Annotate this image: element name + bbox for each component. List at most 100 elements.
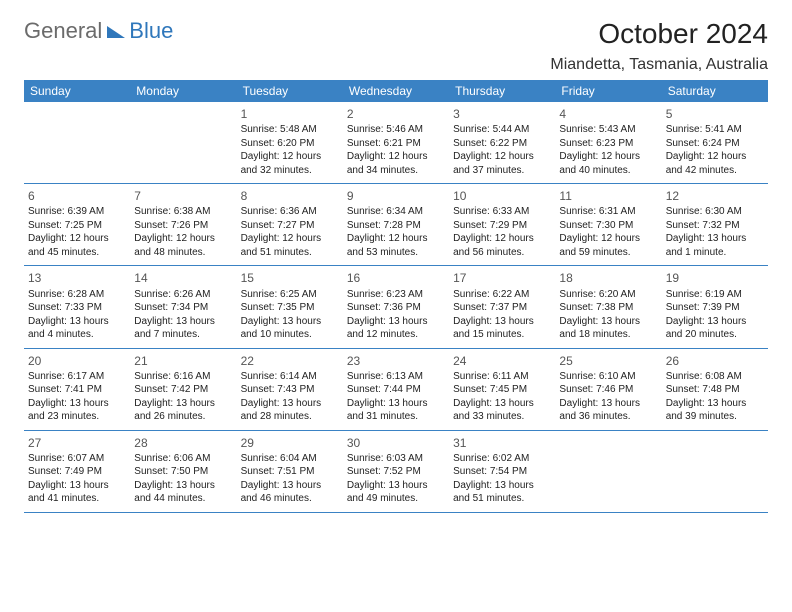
day-cell: 25Sunrise: 6:10 AMSunset: 7:46 PMDayligh… xyxy=(555,349,661,430)
sunset-text: Sunset: 7:36 PM xyxy=(347,301,445,315)
daylight-text: Daylight: 12 hours xyxy=(559,150,657,164)
daylight-text: and 40 minutes. xyxy=(559,164,657,178)
dow-saturday: Saturday xyxy=(662,80,768,102)
sunrise-text: Sunrise: 5:43 AM xyxy=(559,123,657,137)
daylight-text: and 51 minutes. xyxy=(241,246,339,260)
day-number: 21 xyxy=(134,351,232,370)
daylight-text: and 28 minutes. xyxy=(241,410,339,424)
daylight-text: and 45 minutes. xyxy=(28,246,126,260)
day-cell xyxy=(130,102,236,183)
daylight-text: Daylight: 13 hours xyxy=(28,479,126,493)
daylight-text: and 59 minutes. xyxy=(559,246,657,260)
daylight-text: and 26 minutes. xyxy=(134,410,232,424)
logo-text-blue: Blue xyxy=(129,18,173,44)
daylight-text: and 20 minutes. xyxy=(666,328,764,342)
sunrise-text: Sunrise: 6:38 AM xyxy=(134,205,232,219)
sunrise-text: Sunrise: 6:13 AM xyxy=(347,370,445,384)
daylight-text: and 41 minutes. xyxy=(28,492,126,506)
day-number: 2 xyxy=(347,104,445,123)
daylight-text: Daylight: 12 hours xyxy=(347,150,445,164)
daylight-text: and 33 minutes. xyxy=(453,410,551,424)
daylight-text: and 48 minutes. xyxy=(134,246,232,260)
sunrise-text: Sunrise: 6:31 AM xyxy=(559,205,657,219)
sunrise-text: Sunrise: 6:04 AM xyxy=(241,452,339,466)
sunset-text: Sunset: 7:28 PM xyxy=(347,219,445,233)
day-number: 22 xyxy=(241,351,339,370)
sunset-text: Sunset: 7:26 PM xyxy=(134,219,232,233)
daylight-text: and 51 minutes. xyxy=(453,492,551,506)
daylight-text: Daylight: 12 hours xyxy=(241,232,339,246)
day-number: 31 xyxy=(453,433,551,452)
day-cell: 9Sunrise: 6:34 AMSunset: 7:28 PMDaylight… xyxy=(343,184,449,265)
day-number: 10 xyxy=(453,186,551,205)
daylight-text: and 4 minutes. xyxy=(28,328,126,342)
daylight-text: and 10 minutes. xyxy=(241,328,339,342)
sunrise-text: Sunrise: 5:48 AM xyxy=(241,123,339,137)
sunset-text: Sunset: 7:37 PM xyxy=(453,301,551,315)
day-cell xyxy=(662,431,768,512)
sunset-text: Sunset: 7:38 PM xyxy=(559,301,657,315)
day-cell: 11Sunrise: 6:31 AMSunset: 7:30 PMDayligh… xyxy=(555,184,661,265)
sunset-text: Sunset: 7:52 PM xyxy=(347,465,445,479)
daylight-text: and 56 minutes. xyxy=(453,246,551,260)
sunset-text: Sunset: 7:43 PM xyxy=(241,383,339,397)
day-cell: 14Sunrise: 6:26 AMSunset: 7:34 PMDayligh… xyxy=(130,266,236,347)
sunrise-text: Sunrise: 6:26 AM xyxy=(134,288,232,302)
sunrise-text: Sunrise: 6:19 AM xyxy=(666,288,764,302)
day-cell xyxy=(24,102,130,183)
daylight-text: Daylight: 13 hours xyxy=(559,315,657,329)
day-cell: 3Sunrise: 5:44 AMSunset: 6:22 PMDaylight… xyxy=(449,102,555,183)
sunrise-text: Sunrise: 6:36 AM xyxy=(241,205,339,219)
daylight-text: Daylight: 12 hours xyxy=(347,232,445,246)
sunset-text: Sunset: 7:25 PM xyxy=(28,219,126,233)
daylight-text: Daylight: 13 hours xyxy=(347,479,445,493)
day-cell: 24Sunrise: 6:11 AMSunset: 7:45 PMDayligh… xyxy=(449,349,555,430)
daylight-text: and 42 minutes. xyxy=(666,164,764,178)
sunset-text: Sunset: 7:39 PM xyxy=(666,301,764,315)
daylight-text: Daylight: 13 hours xyxy=(134,315,232,329)
day-number: 26 xyxy=(666,351,764,370)
sunset-text: Sunset: 7:32 PM xyxy=(666,219,764,233)
sunrise-text: Sunrise: 6:10 AM xyxy=(559,370,657,384)
day-number: 9 xyxy=(347,186,445,205)
sunset-text: Sunset: 7:42 PM xyxy=(134,383,232,397)
sunrise-text: Sunrise: 6:22 AM xyxy=(453,288,551,302)
day-of-week-header: SundayMondayTuesdayWednesdayThursdayFrid… xyxy=(24,80,768,102)
day-cell: 28Sunrise: 6:06 AMSunset: 7:50 PMDayligh… xyxy=(130,431,236,512)
sunset-text: Sunset: 7:50 PM xyxy=(134,465,232,479)
daylight-text: Daylight: 13 hours xyxy=(241,315,339,329)
sunrise-text: Sunrise: 6:08 AM xyxy=(666,370,764,384)
dow-monday: Monday xyxy=(130,80,236,102)
sunset-text: Sunset: 7:29 PM xyxy=(453,219,551,233)
day-cell: 23Sunrise: 6:13 AMSunset: 7:44 PMDayligh… xyxy=(343,349,449,430)
day-cell: 31Sunrise: 6:02 AMSunset: 7:54 PMDayligh… xyxy=(449,431,555,512)
weeks-container: 1Sunrise: 5:48 AMSunset: 6:20 PMDaylight… xyxy=(24,102,768,513)
day-cell: 8Sunrise: 6:36 AMSunset: 7:27 PMDaylight… xyxy=(237,184,343,265)
daylight-text: Daylight: 12 hours xyxy=(666,150,764,164)
day-number: 16 xyxy=(347,268,445,287)
location-label: Miandetta, Tasmania, Australia xyxy=(550,56,768,74)
sunrise-text: Sunrise: 6:23 AM xyxy=(347,288,445,302)
sunrise-text: Sunrise: 6:16 AM xyxy=(134,370,232,384)
daylight-text: Daylight: 12 hours xyxy=(559,232,657,246)
dow-tuesday: Tuesday xyxy=(237,80,343,102)
daylight-text: Daylight: 13 hours xyxy=(453,479,551,493)
day-cell: 20Sunrise: 6:17 AMSunset: 7:41 PMDayligh… xyxy=(24,349,130,430)
day-cell: 13Sunrise: 6:28 AMSunset: 7:33 PMDayligh… xyxy=(24,266,130,347)
day-cell: 17Sunrise: 6:22 AMSunset: 7:37 PMDayligh… xyxy=(449,266,555,347)
sunset-text: Sunset: 7:41 PM xyxy=(28,383,126,397)
week-row: 6Sunrise: 6:39 AMSunset: 7:25 PMDaylight… xyxy=(24,184,768,266)
daylight-text: Daylight: 13 hours xyxy=(28,315,126,329)
daylight-text: Daylight: 13 hours xyxy=(666,232,764,246)
logo-triangle-icon xyxy=(107,26,125,38)
sunset-text: Sunset: 7:46 PM xyxy=(559,383,657,397)
sunrise-text: Sunrise: 6:17 AM xyxy=(28,370,126,384)
day-number: 1 xyxy=(241,104,339,123)
daylight-text: and 53 minutes. xyxy=(347,246,445,260)
day-cell: 7Sunrise: 6:38 AMSunset: 7:26 PMDaylight… xyxy=(130,184,236,265)
title-block: October 2024 Miandetta, Tasmania, Austra… xyxy=(550,18,768,74)
sunrise-text: Sunrise: 6:06 AM xyxy=(134,452,232,466)
daylight-text: and 18 minutes. xyxy=(559,328,657,342)
daylight-text: and 1 minute. xyxy=(666,246,764,260)
sunset-text: Sunset: 7:49 PM xyxy=(28,465,126,479)
